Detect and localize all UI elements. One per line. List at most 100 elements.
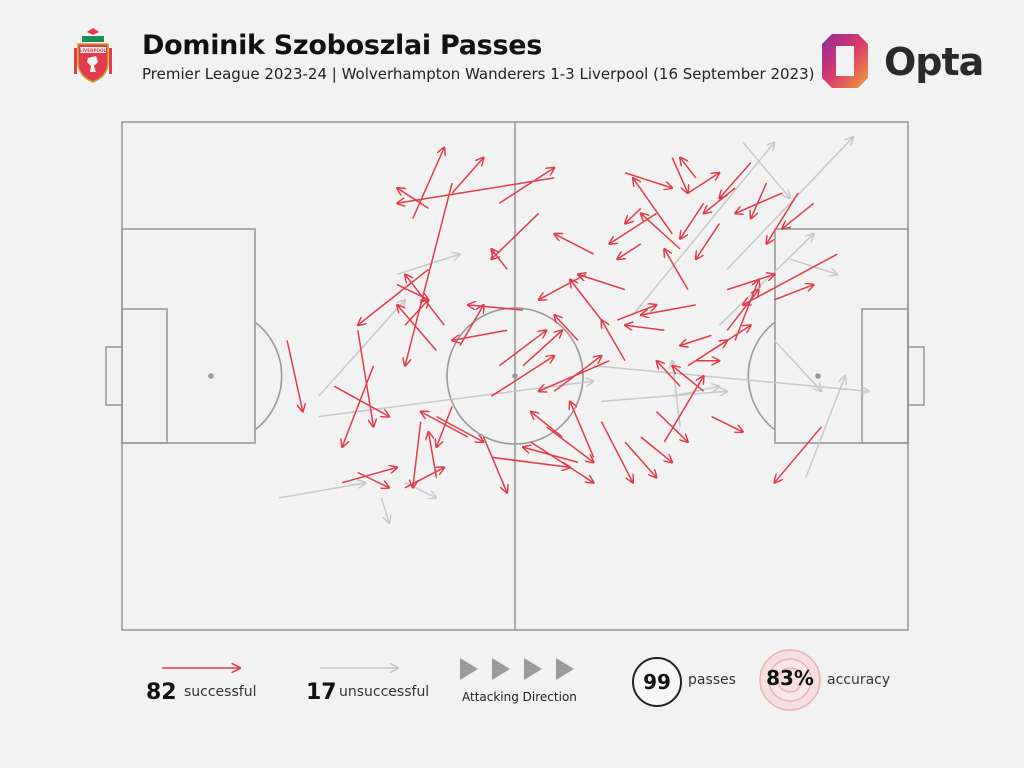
successful-pass-arrow-29 bbox=[498, 330, 546, 367]
unsuccessful-label: unsuccessful bbox=[339, 684, 430, 700]
successful-pass-arrow-34 bbox=[570, 280, 603, 321]
centre-spot bbox=[512, 373, 518, 379]
successful-pass-arrow-8 bbox=[286, 340, 303, 411]
page-subtitle: Premier League 2023-24 | Wolverhampton W… bbox=[142, 65, 815, 83]
successful-pass-arrow-84 bbox=[774, 426, 823, 483]
successful-pass-arrow-28 bbox=[490, 356, 554, 397]
successful-count: 82 bbox=[146, 680, 177, 705]
unsuccessful-pass-arrow-15 bbox=[601, 391, 728, 403]
successful-pass-arrow-20 bbox=[498, 168, 554, 204]
successful-pass-arrow-44 bbox=[633, 178, 673, 235]
unsuccessful-pass-arrow-6 bbox=[742, 141, 790, 198]
successful-pass-arrow-1 bbox=[397, 177, 555, 203]
left-penalty-arc bbox=[254, 321, 283, 431]
successful-pass-arrow-6 bbox=[357, 330, 374, 427]
successful-pass-arrow-2 bbox=[451, 158, 484, 194]
successful-pass-arrow-57 bbox=[719, 162, 752, 199]
successful-pass-arrow-47 bbox=[641, 304, 696, 315]
unsuccessful-pass-arrow-5 bbox=[632, 142, 775, 316]
successful-pass-arrow-69 bbox=[531, 412, 563, 438]
unsuccessful-pass-arrow-14 bbox=[805, 376, 845, 478]
successful-pass-arrow-22 bbox=[436, 406, 453, 448]
successful-pass-arrow-78 bbox=[711, 325, 751, 352]
successful-pass-arrow-35 bbox=[554, 315, 579, 341]
successful-pass-arrow-67 bbox=[624, 441, 657, 478]
unsuccessful-pass-arrow-2 bbox=[396, 254, 460, 276]
unsuccessful-pass-arrow-16 bbox=[593, 365, 869, 391]
successful-pass-arrow-72 bbox=[530, 441, 594, 483]
passes-count: 99 bbox=[643, 670, 671, 694]
accuracy-value: 83% bbox=[766, 666, 814, 690]
unsuccessful-pass-arrow-11 bbox=[279, 483, 366, 499]
successful-pass-arrow-53 bbox=[680, 202, 705, 239]
successful-pass-arrow-80 bbox=[774, 285, 813, 301]
successful-pass-arrow-58 bbox=[751, 182, 768, 219]
successful-pass-arrow-3 bbox=[397, 188, 429, 210]
pitch-markings bbox=[105, 121, 925, 631]
successful-pass-arrow-10 bbox=[342, 365, 375, 447]
successful-pass-arrow-30 bbox=[459, 305, 484, 346]
successful-pass-arrow-79 bbox=[726, 290, 759, 331]
unsuccessful-legend-arrow bbox=[320, 658, 402, 678]
successful-pass-arrow-41 bbox=[617, 243, 642, 259]
successful-pass-arrow-49 bbox=[625, 325, 665, 332]
successful-pass-arrow-9 bbox=[413, 421, 422, 488]
successful-pass-arrow-48 bbox=[680, 334, 712, 345]
successful-pass-arrow-50 bbox=[624, 172, 672, 188]
successful-pass-arrow-42 bbox=[625, 207, 642, 223]
opta-wordmark: Opta bbox=[884, 40, 984, 84]
successful-pass-arrow-7 bbox=[333, 385, 389, 416]
successful-pass-arrow-21 bbox=[429, 432, 438, 478]
successful-pass-arrow-82 bbox=[743, 253, 838, 305]
right-six-yard-box bbox=[861, 308, 909, 444]
page-title: Dominik Szoboszlai Passes bbox=[142, 30, 542, 61]
successful-label: successful bbox=[184, 684, 257, 700]
successful-pass-arrow-64 bbox=[711, 415, 743, 432]
left-penalty-spot bbox=[208, 373, 214, 379]
successful-pass-arrow-70 bbox=[545, 426, 593, 463]
successful-pass-arrow-65 bbox=[655, 411, 688, 442]
successful-pass-arrow-68 bbox=[570, 401, 595, 458]
legend: 82 successful 17 unsuccessful Attacking … bbox=[0, 649, 1024, 750]
successful-pass-arrow-26 bbox=[341, 467, 397, 484]
successful-pass-arrow-60 bbox=[767, 192, 799, 244]
right-goal bbox=[907, 346, 925, 406]
successful-pass-arrow-38 bbox=[616, 305, 656, 321]
opta-logo bbox=[822, 34, 868, 88]
left-goal bbox=[105, 346, 123, 406]
successful-pass-arrow-45 bbox=[641, 213, 681, 250]
successful-pass-arrow-13 bbox=[404, 300, 429, 326]
attacking-direction-label: Attacking Direction bbox=[462, 690, 577, 704]
successful-pass-arrow-66 bbox=[640, 436, 672, 462]
successful-legend-arrow bbox=[162, 658, 244, 678]
successful-pass-arrow-24 bbox=[436, 415, 483, 442]
liverpool-crest-logo: LIVERPOOL bbox=[74, 28, 112, 83]
successful-pass-arrow-5 bbox=[405, 182, 453, 366]
successful-pass-arrow-81 bbox=[734, 280, 759, 341]
successful-pass-arrow-75 bbox=[600, 421, 633, 483]
passes-count-badge: 99 bbox=[632, 657, 682, 707]
successful-pass-arrow-59 bbox=[735, 192, 783, 213]
unsuccessful-pass-arrow-4 bbox=[718, 234, 813, 326]
successful-pass-arrow-43 bbox=[609, 212, 657, 244]
passes-label: passes bbox=[688, 672, 736, 688]
pass-map-chart bbox=[105, 121, 925, 631]
attacking-direction-icon bbox=[460, 658, 574, 680]
unsuccessful-passes bbox=[279, 137, 869, 523]
successful-pass-arrow-73 bbox=[491, 456, 570, 467]
successful-pass-arrow-63 bbox=[672, 366, 705, 392]
successful-pass-arrow-40 bbox=[578, 274, 626, 291]
successful-pass-arrow-25 bbox=[357, 471, 389, 488]
successful-pass-arrow-46 bbox=[664, 249, 689, 290]
successful-pass-arrow-32 bbox=[539, 273, 587, 299]
successful-pass-arrow-54 bbox=[696, 223, 721, 260]
successful-pass-arrow-55 bbox=[687, 173, 720, 194]
successful-pass-arrow-76 bbox=[663, 376, 703, 443]
unsuccessful-count: 17 bbox=[306, 680, 337, 705]
successful-pass-arrow-27 bbox=[404, 467, 444, 489]
unsuccessful-pass-arrow-7 bbox=[726, 137, 853, 270]
successful-pass-arrow-83 bbox=[726, 274, 774, 291]
successful-pass-arrow-61 bbox=[782, 202, 815, 228]
accuracy-label: accuracy bbox=[827, 672, 891, 688]
successful-pass-arrow-33 bbox=[554, 234, 594, 255]
